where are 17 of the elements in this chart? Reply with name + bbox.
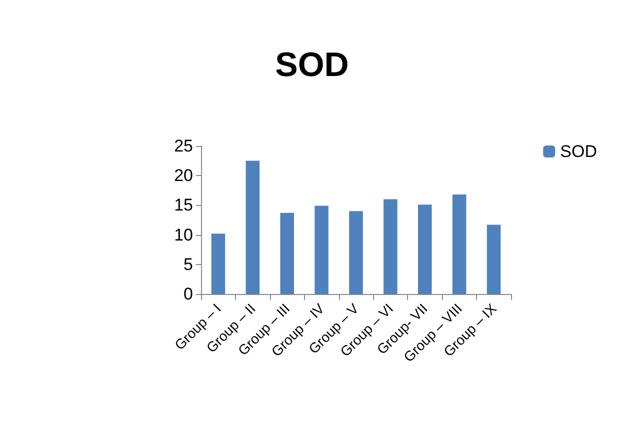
y-tick-label: 25	[174, 136, 193, 156]
chart-title: SOD	[275, 46, 349, 84]
y-tick-label: 0	[184, 284, 193, 304]
bar	[314, 206, 328, 294]
bar	[452, 194, 466, 294]
legend-label: SOD	[560, 142, 598, 161]
bar	[211, 234, 226, 294]
bar	[280, 212, 294, 294]
bar	[418, 204, 432, 294]
y-tick-label: 5	[184, 254, 193, 274]
y-tick-label: 15	[174, 196, 193, 215]
bar	[384, 199, 398, 294]
bar	[349, 211, 363, 294]
y-tick-label: 20	[174, 166, 193, 186]
bar	[486, 224, 501, 294]
bar	[246, 160, 260, 294]
y-tick-label: 10	[174, 225, 193, 244]
